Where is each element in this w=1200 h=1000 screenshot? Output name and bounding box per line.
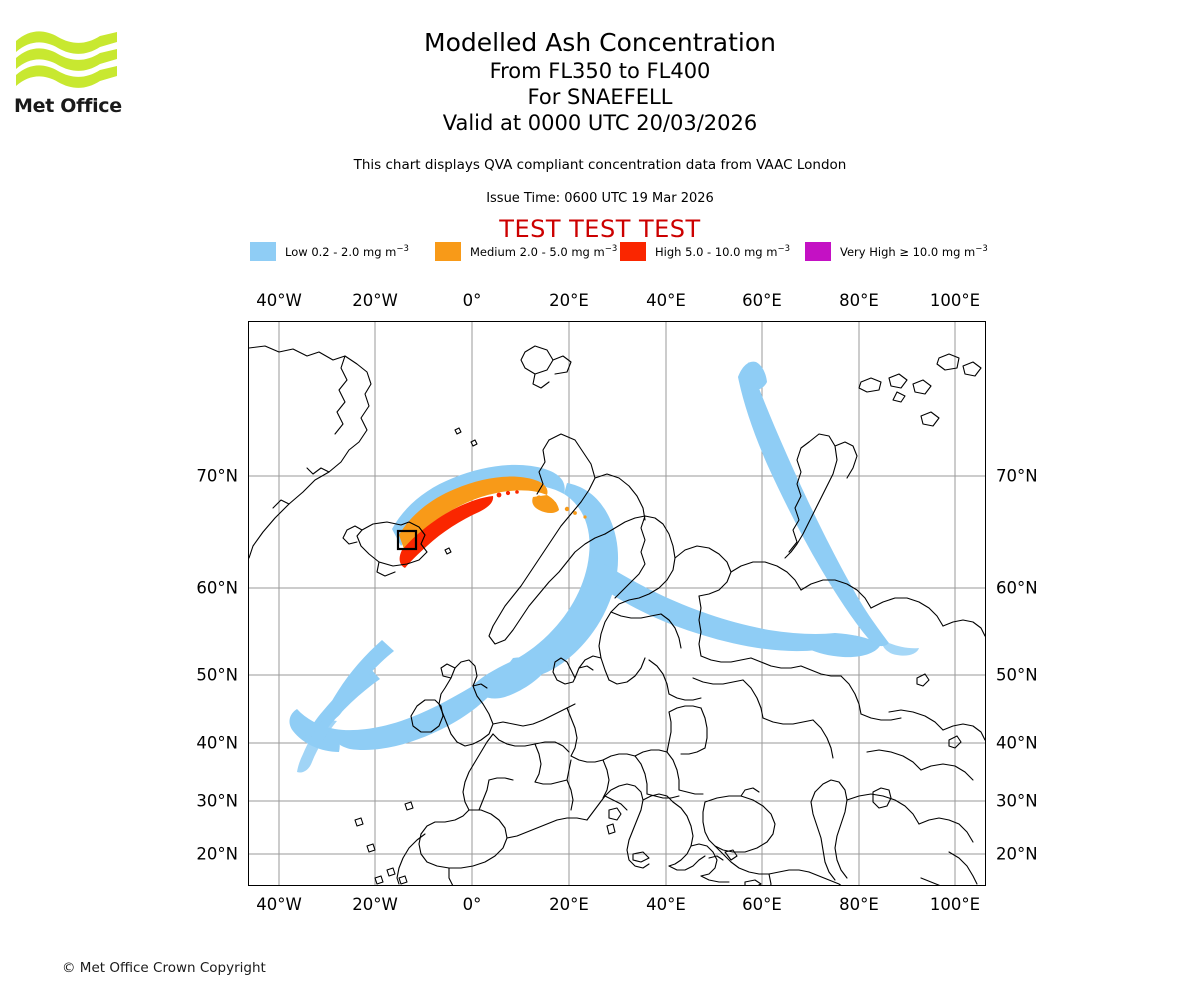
lon-tick-top-60E: 60°E bbox=[742, 291, 782, 310]
legend-range-very-high: ≥ 10.0 bbox=[899, 244, 939, 259]
map-gridlines bbox=[249, 322, 985, 885]
lon-tick-bottom-40W: 40°W bbox=[256, 895, 302, 914]
legend-label-high: High 5.0 - 10.0 mg m−3 bbox=[655, 244, 790, 259]
legend-swatch-medium bbox=[435, 241, 461, 261]
lon-tick-bottom-20W: 20°W bbox=[352, 895, 398, 914]
page-title: Modelled Ash Concentration bbox=[424, 28, 776, 57]
lat-tick-right-60N: 60°N bbox=[996, 578, 1038, 598]
lon-tick-top-100E: 100°E bbox=[929, 291, 981, 310]
met-office-wordmark: Met Office bbox=[14, 95, 122, 117]
legend-text-low: Low bbox=[285, 244, 308, 259]
copyright-notice: © Met Office Crown Copyright bbox=[62, 960, 266, 976]
legend-text-medium: Medium bbox=[470, 244, 516, 259]
met-office-wave-mark bbox=[16, 31, 117, 88]
legend-units-high: mg m bbox=[744, 244, 778, 259]
legend-item-high: High 5.0 - 10.0 mg m−3 bbox=[620, 241, 805, 261]
lon-tick-bottom-80E: 80°E bbox=[839, 895, 879, 914]
ash-plume-medium bbox=[399, 476, 587, 549]
lon-tick-top-40E: 40°E bbox=[646, 291, 686, 310]
legend-label-very-high: Very High ≥ 10.0 mg m−3 bbox=[840, 244, 988, 259]
legend-units-low: mg m bbox=[363, 244, 397, 259]
legend-exponent-high: −3 bbox=[777, 243, 791, 254]
lat-tick-left-20N: 20°N bbox=[196, 844, 238, 864]
lat-tick-left-30N: 30°N bbox=[196, 791, 238, 811]
lon-tick-top-80E: 80°E bbox=[839, 291, 879, 310]
legend-exponent-very-high: −3 bbox=[975, 243, 988, 254]
lat-tick-right-20N: 20°N bbox=[996, 844, 1038, 864]
map-coastlines bbox=[249, 345, 985, 885]
flight-level-range: From FL350 to FL400 bbox=[489, 59, 711, 83]
legend-swatch-high bbox=[620, 241, 646, 261]
legend-item-very-high: Very High ≥ 10.0 mg m−3 bbox=[805, 241, 990, 261]
legend-units-medium: mg m bbox=[571, 244, 605, 259]
legend-item-medium: Medium 2.0 - 5.0 mg m−3 bbox=[435, 241, 620, 261]
legend-range-high: 5.0 - 10.0 bbox=[685, 244, 741, 259]
lon-tick-top-40W: 40°W bbox=[256, 291, 302, 310]
lon-tick-bottom-60E: 60°E bbox=[742, 895, 782, 914]
lat-tick-left-50N: 50°N bbox=[196, 665, 238, 685]
lon-tick-bottom-40E: 40°E bbox=[646, 895, 686, 914]
lat-tick-right-30N: 30°N bbox=[996, 791, 1038, 811]
lon-tick-bottom-0: 0° bbox=[462, 895, 482, 914]
met-office-logo: Met Office bbox=[14, 28, 124, 117]
legend-exponent-low: −3 bbox=[396, 243, 409, 254]
legend-swatch-low bbox=[250, 241, 276, 261]
chart-title-block: Modelled Ash Concentration From FL350 to… bbox=[0, 28, 1200, 136]
ash-plume-low bbox=[289, 361, 919, 773]
ash-concentration-map[interactable] bbox=[248, 321, 986, 886]
lat-tick-right-70N: 70°N bbox=[996, 466, 1038, 486]
legend-exponent-medium: −3 bbox=[604, 243, 618, 254]
lon-tick-bottom-20E: 20°E bbox=[549, 895, 589, 914]
legend-label-low: Low 0.2 - 2.0 mg m−3 bbox=[285, 244, 409, 259]
ash-plume-high bbox=[399, 490, 519, 568]
lat-tick-right-50N: 50°N bbox=[996, 665, 1038, 685]
lon-tick-top-20W: 20°W bbox=[352, 291, 398, 310]
legend-item-low: Low 0.2 - 2.0 mg m−3 bbox=[250, 241, 435, 261]
legend-label-medium: Medium 2.0 - 5.0 mg m−3 bbox=[470, 244, 617, 259]
valid-time: Valid at 0000 UTC 20/03/2026 bbox=[442, 111, 758, 135]
issue-time: Issue Time: 0600 UTC 19 Mar 2026 bbox=[486, 191, 714, 206]
lat-tick-left-60N: 60°N bbox=[196, 578, 238, 598]
legend-units-very-high: mg m bbox=[941, 244, 976, 259]
lat-tick-left-40N: 40°N bbox=[196, 733, 238, 753]
lat-tick-right-40N: 40°N bbox=[996, 733, 1038, 753]
lon-tick-top-0: 0° bbox=[462, 291, 482, 310]
legend-swatch-very-high bbox=[805, 241, 831, 261]
legend-range-medium: 2.0 - 5.0 bbox=[519, 244, 568, 259]
legend-range-low: 0.2 - 2.0 bbox=[311, 244, 360, 259]
source-marker bbox=[396, 529, 418, 551]
map-canvas bbox=[249, 322, 985, 885]
test-banner: TEST TEST TEST bbox=[499, 215, 701, 243]
concentration-legend: Low 0.2 - 2.0 mg m−3 Medium 2.0 - 5.0 mg… bbox=[250, 240, 990, 262]
legend-text-high: High bbox=[655, 244, 682, 259]
lat-tick-left-70N: 70°N bbox=[196, 466, 238, 486]
qva-note: This chart displays QVA compliant concen… bbox=[353, 157, 847, 173]
volcano-name: For SNAEFELL bbox=[527, 85, 673, 109]
lon-tick-top-20E: 20°E bbox=[549, 291, 589, 310]
lon-tick-bottom-100E: 100°E bbox=[929, 895, 981, 914]
legend-text-very-high: Very High bbox=[840, 244, 896, 259]
